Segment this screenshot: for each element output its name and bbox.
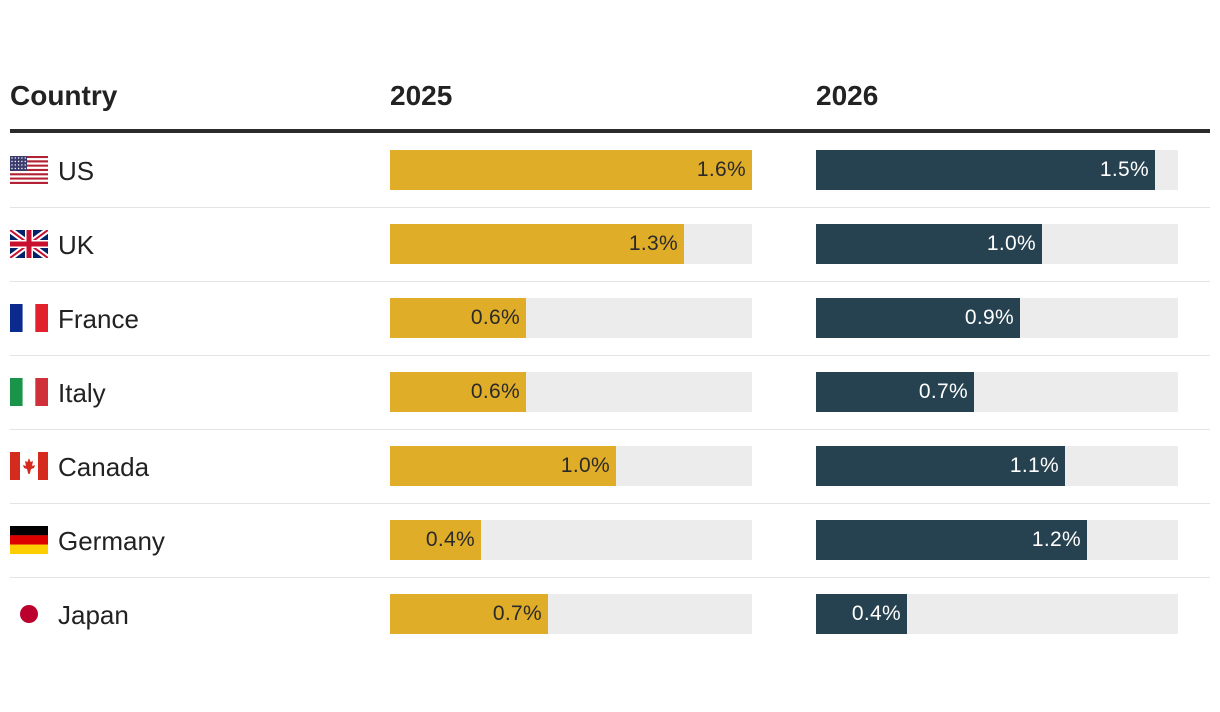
bar-track-2026: 0.4% [816,594,1178,634]
data-label-2025: 1.3% [628,232,678,255]
bar-2026 [816,520,1087,560]
bar-2025 [390,224,684,264]
country-label: UK [58,230,95,260]
bar-track-2026: 1.5% [816,150,1178,190]
bar-track-2025: 0.7% [390,594,752,634]
bar-2025 [390,594,548,634]
bar-2026 [816,224,1042,264]
country-label: Italy [58,378,106,408]
bar-track-2025: 1.6% [390,150,752,190]
uk-flag-icon [8,227,50,261]
data-label-2025: 1.0% [560,454,610,477]
data-label-2025: 1.6% [696,158,746,181]
bar-2025 [390,372,526,412]
bar-track-2026: 0.7% [816,372,1178,412]
table-row: Germany 0.4% 1.2% [10,504,1210,578]
bar-2026 [816,446,1065,486]
bar-track-2025: 0.4% [390,520,752,560]
bar-2026 [816,372,974,412]
data-label-2026: 0.4% [851,602,901,625]
bar-2026 [816,594,907,634]
bar-track-2025: 0.6% [390,372,752,412]
germany-flag-icon [10,526,48,554]
country-label: Germany [58,526,165,556]
data-label-2025: 0.7% [492,602,542,625]
country-label: Japan [58,600,129,630]
italy-flag-icon [10,378,48,406]
data-label-2025: 0.4% [425,528,475,551]
row-divider [10,207,1210,208]
bar-2025 [390,150,752,190]
data-label-2025: 0.6% [470,306,520,329]
row-divider [10,355,1210,356]
france-flag-icon [10,304,48,332]
data-label-2026: 0.9% [964,306,1014,329]
bar-track-2025: 0.6% [390,298,752,338]
bar-track-2026: 0.9% [816,298,1178,338]
bar-2026 [816,298,1020,338]
bar-track-2025: 1.0% [390,446,752,486]
table-row: Japan 0.7% 0.4% [10,578,1210,652]
country-label: Canada [58,452,150,482]
row-divider [10,281,1210,282]
table-row: France 0.6% 0.9% [10,282,1210,356]
country-label: US [58,156,95,186]
bar-track-2026: 1.2% [816,520,1178,560]
bar-track-2026: 1.1% [816,446,1178,486]
row-divider [10,577,1210,578]
row-divider [10,503,1210,504]
data-label-2026: 1.5% [1099,158,1149,181]
header-divider [10,129,1210,133]
canada-flag-icon [10,452,48,480]
growth-table-chart: Country 2025 2026 US 1.6% 1.5% UK 1.3% 1.0% Fr… [8,0,1210,712]
column-header-2026: 2026 [816,80,879,111]
japan-flag-icon [10,600,48,628]
table-row: UK 1.3% 1.0% [8,208,1210,282]
bar-2026 [816,150,1155,190]
bar-track-2026: 1.0% [816,224,1178,264]
us-flag-icon [10,156,48,185]
bar-2025 [390,520,481,560]
bar-2025 [390,298,526,338]
table-row: Italy 0.6% 0.7% [10,356,1210,430]
row-divider [10,429,1210,430]
data-label-2026: 1.1% [1009,454,1059,477]
table-row: Canada 1.0% 1.1% [10,430,1210,504]
table-row: US 1.6% 1.5% [10,134,1210,208]
bar-track-2025: 1.3% [390,224,752,264]
data-label-2026: 0.7% [918,380,968,403]
bar-2025 [390,446,616,486]
data-label-2026: 1.0% [986,232,1036,255]
column-header-2025: 2025 [390,80,453,111]
data-label-2025: 0.6% [470,380,520,403]
column-header-country: Country [10,80,118,111]
country-label: France [58,304,139,334]
data-label-2026: 1.2% [1031,528,1081,551]
